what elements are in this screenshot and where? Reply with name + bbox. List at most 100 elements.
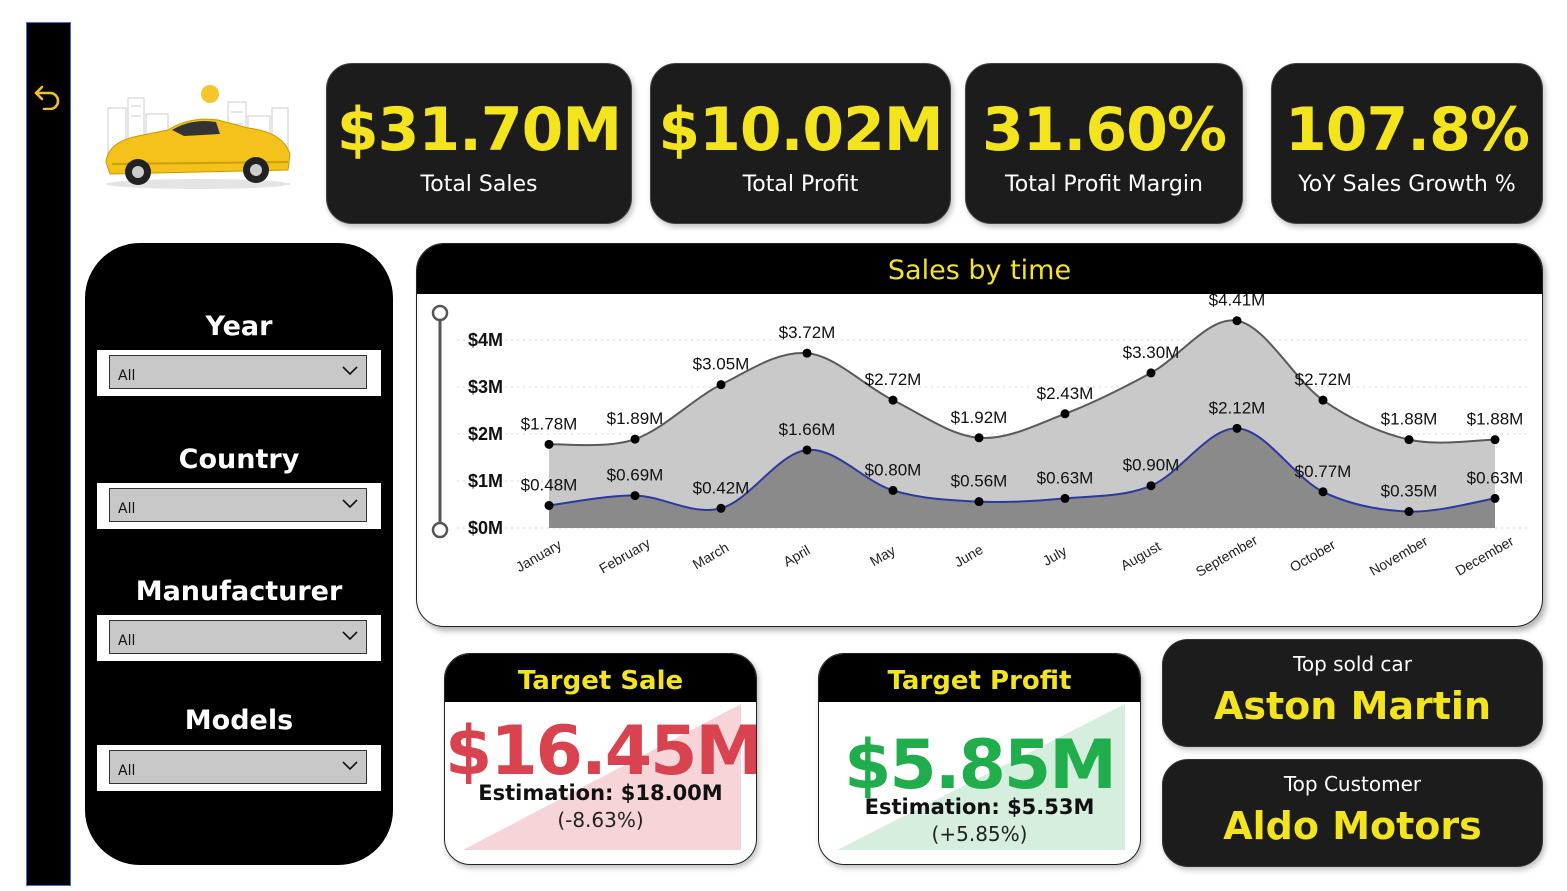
- chevron-down-icon: [342, 631, 358, 641]
- target-profit-title: Target Profit: [819, 654, 1140, 702]
- data-point[interactable]: [1490, 493, 1500, 503]
- data-point[interactable]: [802, 348, 812, 358]
- data-point[interactable]: [1318, 395, 1328, 405]
- data-label: $0.48M: [521, 475, 578, 494]
- chevron-down-icon: [342, 366, 358, 376]
- data-label: $0.90M: [1123, 456, 1180, 475]
- target-profit-card: Target Profit $5.85M ✓ Estimation: $5.53…: [818, 653, 1141, 865]
- sales-by-time-chart: Sales by time $1.78M $1.89M $3.05M $3.72M $2…: [416, 243, 1543, 627]
- filter-title-manufacturer: Manufacturer: [135, 576, 343, 607]
- x-tick-label: November: [1367, 532, 1431, 578]
- target-profit-background: [837, 704, 1125, 850]
- data-label: $3.05M: [693, 355, 750, 374]
- top-customer-value: Aldo Motors: [1223, 804, 1482, 848]
- data-point[interactable]: [544, 500, 554, 510]
- kpi-profit-margin: 31.60% Total Profit Margin: [965, 63, 1243, 224]
- data-label: $1.88M: [1381, 410, 1438, 429]
- x-tick-label: August: [1118, 538, 1164, 574]
- car-illustration: [98, 70, 298, 195]
- dropdown-value: All: [118, 763, 136, 779]
- data-point[interactable]: [1232, 316, 1242, 326]
- data-point[interactable]: [630, 491, 640, 501]
- data-point[interactable]: [1232, 423, 1242, 433]
- x-tick-label: December: [1453, 532, 1517, 578]
- data-point[interactable]: [716, 503, 726, 513]
- back-arrow-icon[interactable]: [32, 78, 62, 111]
- data-label: $3.72M: [779, 323, 836, 342]
- models-dropdown[interactable]: All: [109, 750, 367, 784]
- dropdown-value: All: [118, 633, 136, 649]
- data-point[interactable]: [974, 433, 984, 443]
- data-point[interactable]: [802, 445, 812, 455]
- target-sale-card: Target Sale $16.45M ! Estimation: $18.00…: [444, 653, 757, 865]
- year-slicer: All: [97, 350, 381, 396]
- data-label: $1.78M: [521, 414, 578, 433]
- x-tick-label: January: [513, 536, 564, 575]
- data-label: $2.72M: [865, 370, 922, 389]
- series-area: [549, 428, 1495, 528]
- zoom-slider-handle-bottom[interactable]: [431, 521, 449, 539]
- data-label: $0.35M: [1381, 482, 1438, 501]
- dropdown-value: All: [118, 501, 136, 517]
- area-chart: $1.78M $1.89M $3.05M $3.72M $2.72M $1.92M $2.4…: [431, 294, 1527, 580]
- target-sale-title: Target Sale: [445, 654, 756, 702]
- data-point[interactable]: [888, 395, 898, 405]
- nav-sidebar: [26, 22, 71, 886]
- zoom-slider-handle-top[interactable]: [431, 304, 449, 322]
- country-slicer: All: [97, 483, 381, 529]
- target-profit-percent: (+5.85%): [931, 822, 1028, 846]
- top-customer-label: Top Customer: [1283, 772, 1422, 796]
- series-area: [549, 320, 1495, 528]
- y-tick-label: $2M: [468, 424, 503, 444]
- data-point[interactable]: [544, 439, 554, 449]
- top-sold-car-label: Top sold car: [1293, 652, 1412, 676]
- filter-title-country: Country: [178, 444, 300, 475]
- target-sale-background: [463, 704, 741, 850]
- warning-icon: !: [732, 738, 739, 756]
- manufacturer-slicer: All: [97, 615, 381, 661]
- data-label: $2.12M: [1209, 398, 1266, 417]
- kpi-value: $31.70M: [336, 95, 622, 165]
- target-profit-value: $5.85M: [844, 726, 1117, 805]
- x-tick-label: April: [780, 542, 812, 570]
- data-label: $0.63M: [1467, 468, 1524, 487]
- target-sale-percent: (-8.63%): [557, 808, 644, 832]
- data-point[interactable]: [1060, 493, 1070, 503]
- filter-panel: Year All Country All Manufacturer All Mo…: [85, 243, 393, 865]
- data-label: $2.72M: [1295, 370, 1352, 389]
- models-slicer: All: [97, 745, 381, 791]
- data-point[interactable]: [1318, 487, 1328, 497]
- data-label: $0.42M: [693, 478, 750, 497]
- data-label: $1.92M: [951, 408, 1008, 427]
- data-label: $0.80M: [865, 460, 922, 479]
- data-label: $1.89M: [607, 409, 664, 428]
- data-point[interactable]: [974, 497, 984, 507]
- country-dropdown[interactable]: All: [109, 488, 367, 522]
- chart-title: Sales by time: [417, 244, 1542, 294]
- data-point[interactable]: [1060, 409, 1070, 419]
- filter-title-models: Models: [184, 705, 294, 736]
- kpi-value: 31.60%: [982, 95, 1227, 165]
- top-customer-card: Top Customer Aldo Motors: [1162, 759, 1543, 867]
- data-point[interactable]: [1404, 507, 1414, 517]
- kpi-total-sales: $31.70M Total Sales: [326, 63, 632, 224]
- data-point[interactable]: [888, 485, 898, 495]
- data-point[interactable]: [630, 434, 640, 444]
- y-tick-label: $3M: [468, 377, 503, 397]
- x-tick-label: May: [867, 542, 898, 569]
- year-dropdown[interactable]: All: [109, 355, 367, 389]
- data-point[interactable]: [1146, 481, 1156, 491]
- data-point[interactable]: [1404, 435, 1414, 445]
- target-sale-estimation: Estimation: $18.00M: [478, 781, 723, 805]
- data-point[interactable]: [1490, 435, 1500, 445]
- kpi-label: Total Profit Margin: [1005, 172, 1203, 197]
- target-sale-value: $16.45M: [445, 712, 757, 791]
- data-label: $0.77M: [1295, 462, 1352, 481]
- data-point[interactable]: [1146, 368, 1156, 378]
- x-tick-label: February: [596, 535, 653, 577]
- x-tick-label: September: [1193, 531, 1261, 579]
- data-point[interactable]: [716, 380, 726, 390]
- y-tick-label: $4M: [468, 330, 503, 350]
- x-tick-label: March: [690, 539, 732, 572]
- manufacturer-dropdown[interactable]: All: [109, 620, 367, 654]
